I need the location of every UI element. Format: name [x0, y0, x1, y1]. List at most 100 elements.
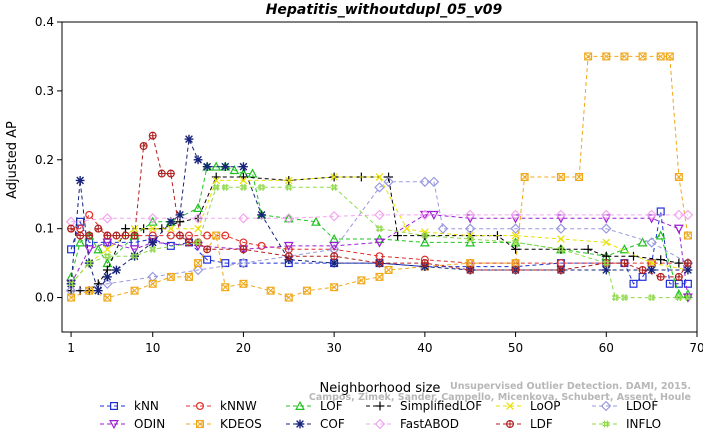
data-point: [464, 209, 476, 221]
data-point: [510, 209, 521, 221]
data-point: [655, 230, 666, 240]
data-point: [67, 293, 76, 302]
data-point: [258, 183, 265, 191]
watermark: Unsupervised Outlier Detection. DAMI, 20…: [309, 381, 691, 403]
data-point: [638, 266, 647, 275]
data-point: [665, 52, 674, 61]
data-point: [619, 244, 630, 254]
data-point: [202, 162, 212, 172]
data-point: [130, 286, 139, 295]
data-point: [302, 286, 311, 295]
data-point: [656, 52, 665, 61]
legend-label: kNNW: [220, 399, 257, 413]
data-point: [240, 183, 247, 191]
data-point: [85, 210, 94, 219]
legend-marker: [506, 402, 514, 410]
data-point: [437, 223, 449, 234]
data-point: [602, 259, 611, 268]
data-point: [212, 176, 221, 185]
data-point: [239, 245, 248, 254]
series-fastabod: [65, 209, 694, 228]
data-point: [103, 293, 112, 302]
y-tick-label: 0.4: [35, 15, 54, 29]
data-point: [556, 173, 565, 182]
data-point: [638, 52, 647, 61]
data-point: [674, 173, 683, 182]
x-tick-label: 20: [236, 341, 251, 355]
legend-label: KDEOS: [220, 417, 262, 431]
data-point: [85, 286, 94, 295]
data-point: [620, 52, 629, 61]
data-point: [520, 173, 529, 182]
data-point: [374, 238, 385, 248]
data-point: [212, 183, 220, 191]
data-point: [601, 223, 612, 234]
data-point: [93, 244, 104, 254]
data-point: [93, 286, 103, 296]
data-point: [421, 232, 429, 239]
data-point: [673, 224, 684, 234]
data-point: [419, 209, 431, 221]
data-point: [674, 258, 684, 268]
x-tick-label: 1: [67, 341, 75, 355]
data-point: [375, 173, 384, 181]
y-tick-label: 0.0: [35, 291, 54, 305]
data-point: [103, 252, 111, 260]
data-point: [393, 231, 403, 240]
legend-marker: [109, 402, 118, 411]
legend-item: COF: [286, 417, 345, 431]
data-point: [602, 259, 610, 267]
data-point: [85, 259, 93, 267]
data-point: [464, 223, 476, 234]
data-point: [193, 202, 203, 212]
data-point: [330, 173, 338, 181]
data-point: [683, 279, 692, 288]
x-tick-label: 60: [599, 341, 614, 355]
data-point: [329, 241, 340, 252]
data-point: [121, 231, 130, 240]
data-point: [192, 213, 204, 224]
data-point: [103, 245, 112, 254]
y-tick-label: 0.3: [35, 84, 54, 98]
x-tick-label: 40: [417, 341, 432, 355]
data-point: [238, 257, 249, 269]
plot-frame: [61, 21, 698, 333]
data-point: [220, 162, 230, 172]
data-point: [466, 266, 475, 275]
y-axis-label: Adjusted AP: [5, 121, 20, 199]
data-point: [330, 183, 338, 191]
data-point: [330, 252, 339, 261]
data-point: [420, 259, 429, 268]
series-line: [70, 186, 688, 299]
data-point: [656, 272, 665, 281]
legend-marker: [506, 420, 515, 429]
legend-marker: [375, 401, 385, 411]
series-inflo: [67, 183, 692, 301]
data-point: [284, 176, 293, 185]
legend-item: INFLO: [592, 417, 661, 431]
data-point: [175, 231, 184, 240]
data-point: [193, 155, 203, 165]
data-point: [621, 294, 628, 301]
series-line: [71, 181, 689, 292]
series-line: [70, 166, 688, 295]
data-point: [511, 244, 520, 254]
data-point: [166, 231, 175, 240]
x-tick-label: 10: [145, 341, 160, 355]
plot-area: 1 10 20 30 40 50 60 70 0.0 0.1 0.2 0.3 0.4: [35, 15, 703, 355]
data-point: [283, 213, 295, 224]
legend-item: kNNW: [186, 399, 257, 413]
data-point: [375, 259, 384, 268]
data-point: [139, 142, 148, 151]
data-point: [646, 237, 657, 248]
watermark-line-2: Campos, Zimek, Sander, Campello, Micenko…: [308, 392, 691, 403]
data-point: [221, 231, 230, 240]
data-point: [629, 279, 638, 288]
data-point: [148, 224, 157, 233]
data-point: [511, 266, 520, 275]
data-point: [683, 259, 692, 268]
data-point: [682, 209, 694, 221]
data-point: [556, 266, 565, 275]
data-point: [65, 285, 77, 296]
data-point: [185, 238, 194, 247]
